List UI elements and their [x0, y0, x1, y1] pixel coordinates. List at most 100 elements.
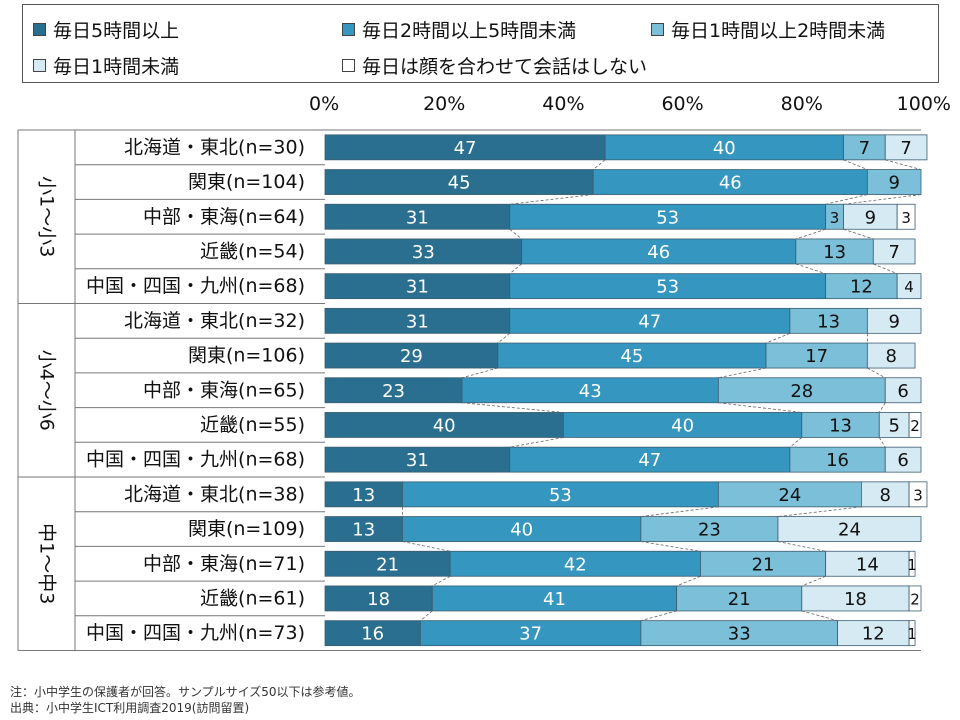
connector-line — [878, 402, 886, 413]
bar-segment — [866, 307, 922, 334]
data-label: 18 — [367, 589, 390, 610]
data-label: 31 — [406, 450, 429, 471]
connector-line — [718, 367, 767, 379]
bar-segment — [419, 620, 642, 647]
legend-item-series-1: 毎日5時間以上 — [33, 17, 179, 42]
bar-segment — [896, 273, 922, 300]
connector-line — [509, 228, 522, 240]
data-label: 40 — [713, 138, 736, 159]
legend-swatch-2 — [342, 22, 355, 36]
bar-segment — [592, 169, 868, 195]
connector-line — [795, 263, 826, 275]
connector-line — [676, 575, 701, 587]
data-label: 9 — [888, 173, 899, 194]
bar-segment — [509, 203, 827, 230]
connector-line — [462, 402, 564, 413]
bar-segment — [866, 342, 916, 369]
row-label: 中国・四国・九州(n=68) — [86, 275, 305, 297]
row-label: 北海道・東北(n=30) — [124, 136, 305, 158]
data-label: 53 — [549, 485, 572, 506]
data-label: 3 — [913, 486, 923, 504]
data-label: 2 — [910, 590, 920, 608]
connector-line — [509, 194, 594, 205]
data-label: 21 — [728, 589, 751, 610]
x-tick-label: 80% — [781, 93, 823, 115]
data-label: 41 — [543, 589, 566, 610]
connector-line — [718, 402, 802, 413]
group-label: 小1～小3 — [36, 176, 58, 257]
bar-segment — [825, 273, 898, 300]
bar-segment — [908, 585, 922, 612]
bar-segment — [324, 446, 511, 473]
bar-segment — [431, 585, 678, 612]
bar-segment — [717, 481, 862, 508]
connector-line — [873, 263, 898, 275]
data-label: 31 — [406, 311, 429, 332]
connector-line — [878, 437, 886, 448]
bar-segment — [884, 446, 922, 473]
connector-line — [640, 610, 677, 622]
data-label: 24 — [838, 520, 861, 541]
source-text: 出典：小中学生ICT利用調査2019(訪問留置) — [10, 701, 250, 715]
connector-line — [795, 228, 826, 240]
data-label: 7 — [900, 138, 911, 159]
bar-segment — [604, 134, 844, 161]
data-label: 21 — [376, 554, 399, 575]
bar-segment — [324, 169, 594, 195]
bar-segment — [884, 134, 928, 161]
data-label: 16 — [826, 450, 849, 471]
row-label: 関東(n=109) — [188, 518, 305, 540]
connector-line — [592, 159, 606, 170]
connector-line — [777, 506, 862, 517]
bar-segment — [640, 516, 779, 542]
bar-segment — [324, 134, 606, 161]
bar-segment — [825, 550, 910, 577]
bar-segment — [777, 516, 922, 542]
data-label: 7 — [888, 242, 899, 263]
row-label: 北海道・東北(n=32) — [124, 310, 305, 332]
legend-label-5: 毎日は顔を合わせて会話はしない — [362, 55, 648, 78]
x-tick-label: 60% — [661, 93, 703, 115]
bar-segment — [908, 550, 916, 577]
data-label: 3 — [830, 209, 840, 227]
data-label: 24 — [778, 485, 801, 506]
data-label: 43 — [579, 381, 602, 402]
connector-line — [801, 575, 826, 587]
row-label: 中部・東海(n=64) — [143, 206, 305, 228]
legend-label-3: 毎日1時間以上2時間未満 — [671, 19, 886, 42]
bar-segment — [509, 307, 791, 334]
data-label: 21 — [752, 554, 775, 575]
bar-segment — [765, 342, 868, 369]
connector-line — [509, 263, 522, 274]
data-label: 9 — [888, 311, 899, 332]
bar-segment — [324, 620, 421, 647]
bar-segment — [324, 481, 403, 508]
bar-segment — [795, 238, 874, 265]
row-label: 近畿(n=55) — [200, 414, 305, 436]
data-label: 53 — [656, 277, 679, 298]
row-label: 北海道・東北(n=38) — [124, 483, 305, 505]
data-label: 8 — [885, 346, 896, 367]
connector-line — [509, 437, 564, 448]
data-label: 1 — [907, 625, 917, 643]
bar-segment — [509, 273, 827, 300]
legend-swatch-1 — [33, 22, 46, 36]
bar-segment — [843, 203, 898, 230]
bar-segment — [837, 620, 910, 647]
note-text: 注：小中学生の保護者が回答。サンプルサイズ50以下は参考値。 — [10, 685, 361, 699]
bar-segment — [563, 412, 803, 438]
legend-item-series-4: 毎日1時間未満 — [33, 53, 179, 78]
data-label: 46 — [719, 173, 742, 194]
connector-line — [843, 194, 922, 205]
bar-segment — [324, 516, 403, 542]
row-label: 中部・東海(n=71) — [143, 553, 305, 575]
connector-line — [843, 228, 874, 240]
connector-line — [497, 333, 511, 344]
x-tick-label: 20% — [423, 93, 465, 115]
bar-segment — [497, 342, 767, 369]
bar-segment — [908, 412, 922, 438]
row-label: 関東(n=104) — [188, 171, 305, 193]
connector-line — [640, 506, 719, 517]
data-label: 12 — [850, 277, 873, 298]
data-label: 47 — [638, 311, 661, 332]
